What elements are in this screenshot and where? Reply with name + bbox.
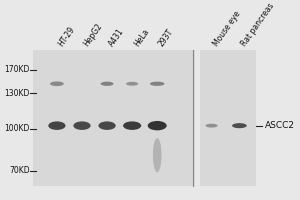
Ellipse shape <box>150 82 165 86</box>
Text: HT-29: HT-29 <box>57 25 77 48</box>
Text: 100KD: 100KD <box>4 124 30 133</box>
Text: 170KD: 170KD <box>4 65 30 74</box>
Text: HeLa: HeLa <box>132 27 151 48</box>
Text: 70KD: 70KD <box>9 166 30 175</box>
Ellipse shape <box>74 121 91 130</box>
Text: ASCC2: ASCC2 <box>265 121 295 130</box>
Ellipse shape <box>100 82 113 86</box>
Ellipse shape <box>50 81 64 86</box>
Ellipse shape <box>153 138 161 172</box>
Ellipse shape <box>232 123 247 128</box>
Ellipse shape <box>206 124 218 128</box>
Text: Rat pancreas: Rat pancreas <box>239 1 276 48</box>
Text: HepG2: HepG2 <box>82 22 104 48</box>
Ellipse shape <box>126 82 138 86</box>
Ellipse shape <box>148 121 167 130</box>
Text: 293T: 293T <box>157 27 176 48</box>
Text: A431: A431 <box>107 27 126 48</box>
Text: 130KD: 130KD <box>4 89 30 98</box>
FancyBboxPatch shape <box>200 50 256 186</box>
Ellipse shape <box>98 121 116 130</box>
Ellipse shape <box>123 121 141 130</box>
Ellipse shape <box>48 121 66 130</box>
FancyBboxPatch shape <box>33 50 195 186</box>
Text: Mouse eye: Mouse eye <box>212 9 242 48</box>
